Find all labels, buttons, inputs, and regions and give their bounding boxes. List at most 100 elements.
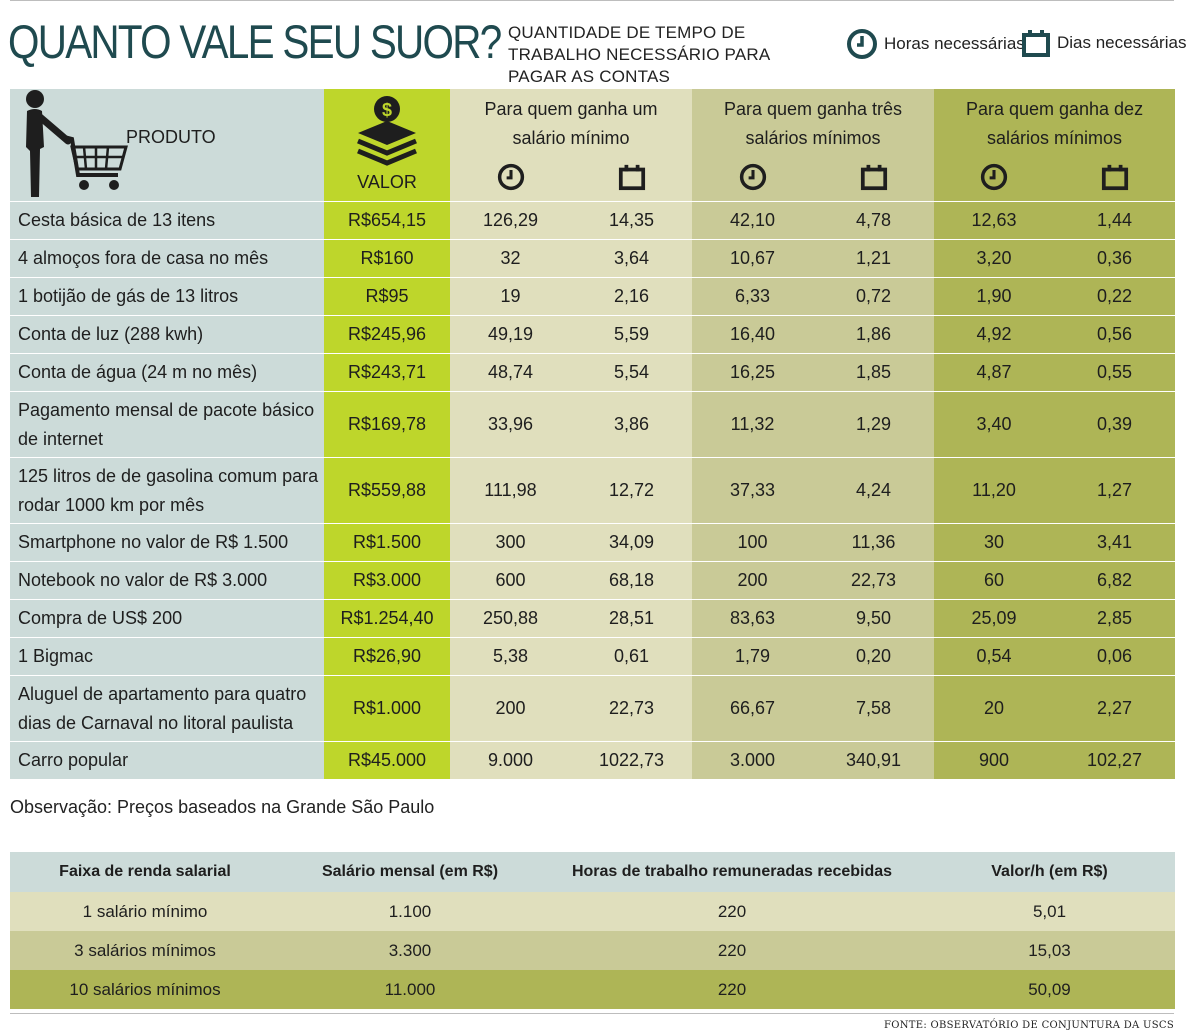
product-name: Conta de água (24 m no mês) <box>10 353 324 392</box>
product-name: Compra de US$ 200 <box>10 599 324 638</box>
band-header-horas: Horas de trabalho remuneradas recebidas <box>540 852 924 892</box>
hours-value: 33,96 <box>450 391 571 458</box>
group-label-1: Para quem ganha um salário mínimo <box>484 99 658 148</box>
table-row: Conta de luz (288 kwh) R$245,96 49,19 5,59 1… <box>10 315 1176 354</box>
table-row: Pagamento mensal de pacote básico de int… <box>10 391 1176 458</box>
bottom-rule <box>10 1013 1174 1014</box>
product-name: 1 botijão de gás de 13 litros <box>10 277 324 316</box>
hours-value: 19 <box>450 277 571 316</box>
days-value: 3,86 <box>571 391 692 458</box>
days-value: 0,61 <box>571 637 692 676</box>
band-cell: 5,01 <box>924 892 1175 931</box>
hours-value: 16,25 <box>692 353 813 392</box>
hours-value: 30 <box>934 523 1054 562</box>
hours-value: 48,74 <box>450 353 571 392</box>
band-cell: 3.300 <box>280 931 540 970</box>
product-value: R$1.254,40 <box>324 599 450 638</box>
clock-icon <box>739 163 766 191</box>
band-cell: 220 <box>540 970 924 1009</box>
days-value: 3,41 <box>1054 523 1176 562</box>
hours-value: 16,40 <box>692 315 813 354</box>
days-value: 9,50 <box>813 599 934 638</box>
table-row: Compra de US$ 200 R$1.254,40 250,88 28,51 83… <box>10 599 1176 638</box>
group-label-3: Para quem ganha dez salários mínimos <box>965 99 1144 148</box>
band-header-faixa: Faixa de renda salarial <box>10 852 280 892</box>
days-value: 11,36 <box>813 523 934 562</box>
hours-value: 200 <box>450 675 571 742</box>
product-name: Conta de luz (288 kwh) <box>10 315 324 354</box>
band-cell: 11.000 <box>280 970 540 1009</box>
days-value: 1,27 <box>1054 457 1176 524</box>
band-row: 3 salários mínimos 3.300 220 15,03 <box>10 931 1175 970</box>
days-value: 4,78 <box>813 201 934 240</box>
hours-value: 900 <box>934 741 1054 780</box>
cost-table-body: Cesta básica de 13 itens R$654,15 126,29 14… <box>10 201 1176 780</box>
days-value: 102,27 <box>1054 741 1176 780</box>
band-row: 10 salários mínimos 11.000 220 50,09 <box>10 970 1175 1009</box>
product-name: 1 Bigmac <box>10 637 324 676</box>
hours-value: 3.000 <box>692 741 813 780</box>
band-cell: 1.100 <box>280 892 540 931</box>
band-row: 1 salário mínimo 1.100 220 5,01 <box>10 892 1175 931</box>
band-cell: 50,09 <box>924 970 1175 1009</box>
top-rule <box>10 0 1174 1</box>
days-value: 2,85 <box>1054 599 1176 638</box>
hours-value: 60 <box>934 561 1054 600</box>
product-value: R$3.000 <box>324 561 450 600</box>
product-value: R$45.000 <box>324 741 450 780</box>
product-name: Smartphone no valor de R$ 1.500 <box>10 523 324 562</box>
days-value: 340,91 <box>813 741 934 780</box>
valor-header: $ VALOR <box>324 89 450 202</box>
days-value: 4,24 <box>813 457 934 524</box>
source-note: FONTE: OBSERVATÓRIO DE CONJUNTURA DA USC… <box>883 1020 1174 1031</box>
hours-value: 111,98 <box>450 457 571 524</box>
days-value: 34,09 <box>571 523 692 562</box>
calendar-icon <box>618 164 645 191</box>
days-value: 0,55 <box>1054 353 1176 392</box>
days-value: 12,72 <box>571 457 692 524</box>
days-value: 1,85 <box>813 353 934 392</box>
group-header-3: Para quem ganha dez salários mínimos <box>934 89 1176 202</box>
hours-value: 20 <box>934 675 1054 742</box>
clock-icon <box>981 163 1008 191</box>
table-row: Conta de água (24 m no mês) R$243,71 48,74… <box>10 353 1176 392</box>
band-cell: 220 <box>540 892 924 931</box>
days-value: 7,58 <box>813 675 934 742</box>
hours-value: 3,40 <box>934 391 1054 458</box>
table-row: 1 Bigmac R$26,90 5,38 0,61 1,79 0,20 0,54 0,06 <box>10 637 1176 676</box>
group-header-2: Para quem ganha três salários mínimos <box>692 89 934 202</box>
legend-hours-label: Horas necessárias <box>884 34 1025 53</box>
product-value: R$169,78 <box>324 391 450 458</box>
days-value: 1022,73 <box>571 741 692 780</box>
product-name: Cesta básica de 13 itens <box>10 201 324 240</box>
band-header-valor-hora: Valor/h (em R$) <box>924 852 1175 892</box>
band-header-salario: Salário mensal (em R$) <box>280 852 540 892</box>
days-value: 5,59 <box>571 315 692 354</box>
table-row: Smartphone no valor de R$ 1.500 R$1.500 30… <box>10 523 1176 562</box>
clock-icon <box>497 163 524 191</box>
hours-value: 600 <box>450 561 571 600</box>
page-subtitle: QUANTIDADE DE TEMPO DE TRABALHO NECESSÁR… <box>508 23 770 86</box>
hours-value: 9.000 <box>450 741 571 780</box>
hours-value: 11,32 <box>692 391 813 458</box>
days-value: 22,73 <box>813 561 934 600</box>
money-stack-icon: $ <box>357 96 417 166</box>
legend-hours: Horas necessárias <box>846 28 1025 60</box>
hours-value: 4,87 <box>934 353 1054 392</box>
product-value: R$245,96 <box>324 315 450 354</box>
product-value: R$654,15 <box>324 201 450 240</box>
table-row: 4 almoços fora de casa no mês R$160 32 3,64… <box>10 239 1176 278</box>
days-value: 1,86 <box>813 315 934 354</box>
days-value: 1,29 <box>813 391 934 458</box>
hours-value: 11,20 <box>934 457 1054 524</box>
table-row: Aluguel de apartamento para quatro dias … <box>10 675 1176 742</box>
days-value: 2,27 <box>1054 675 1176 742</box>
cost-table: PRODUTO $ VALOR Para quem ganha um salár… <box>10 89 1176 780</box>
legend-days: Dias necessárias <box>1021 28 1186 58</box>
days-value: 5,54 <box>571 353 692 392</box>
days-value: 0,56 <box>1054 315 1176 354</box>
days-value: 1,44 <box>1054 201 1176 240</box>
days-value: 6,82 <box>1054 561 1176 600</box>
days-value: 0,22 <box>1054 277 1176 316</box>
page-title: QUANTO VALE SEU SUOR? <box>8 15 502 68</box>
